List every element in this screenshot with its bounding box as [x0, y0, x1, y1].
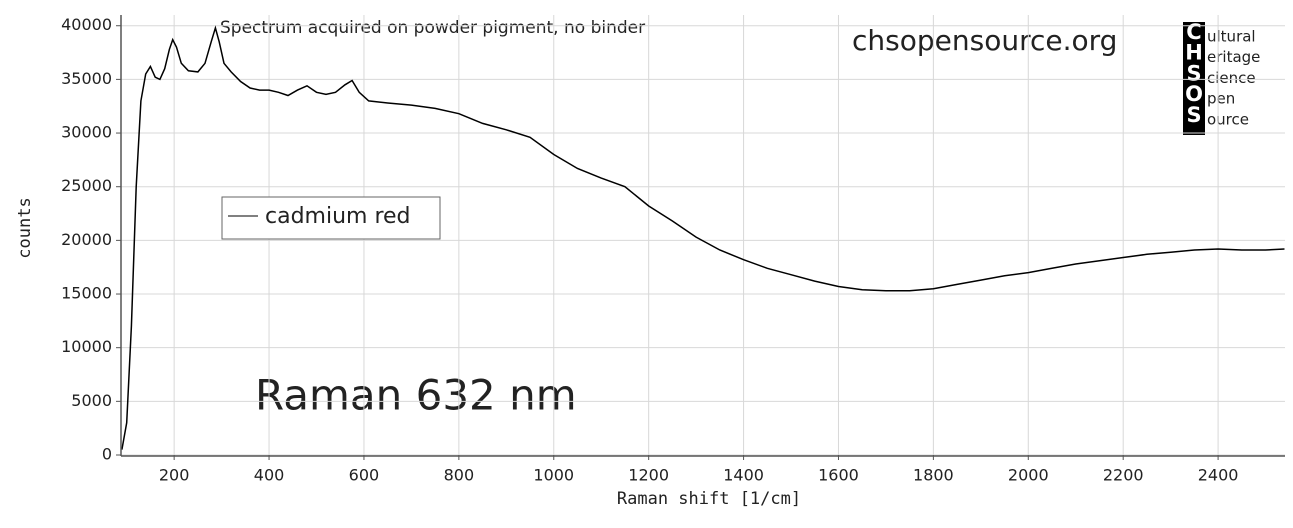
y-tick-label: 40000: [61, 15, 112, 34]
logo-letter: H: [1185, 41, 1203, 65]
logo-word: ource: [1207, 110, 1249, 128]
logo-word: pen: [1207, 90, 1235, 108]
y-tick-label: 20000: [61, 230, 112, 249]
legend-label: cadmium red: [265, 204, 411, 229]
x-tick-label: 2000: [1008, 466, 1049, 485]
x-axis-label: Raman shift [1/cm]: [617, 489, 801, 509]
x-tick-label: 400: [254, 466, 285, 485]
y-tick-label: 0: [102, 445, 112, 464]
logo-letter: S: [1186, 103, 1201, 127]
x-tick-label: 1400: [723, 466, 764, 485]
annotation: Spectrum acquired on powder pigment, no …: [220, 18, 645, 38]
x-tick-label: 1200: [628, 466, 669, 485]
x-tick-label: 800: [444, 466, 475, 485]
y-tick-label: 25000: [61, 176, 112, 195]
x-tick-label: 1600: [818, 466, 859, 485]
y-tick-label: 15000: [61, 284, 112, 303]
y-tick-label: 5000: [71, 391, 112, 410]
spectrum-line: [121, 25, 1285, 450]
x-tick-label: 2400: [1198, 466, 1239, 485]
x-tick-label: 200: [159, 466, 190, 485]
x-tick-label: 1800: [913, 466, 954, 485]
series: [121, 25, 1285, 450]
x-tick-label: 600: [349, 466, 380, 485]
logo-letter: O: [1185, 82, 1203, 106]
website: chsopensource.org: [852, 24, 1117, 57]
y-tick-label: 10000: [61, 337, 112, 356]
x-tick-label: 1000: [533, 466, 574, 485]
y-tick-label: 35000: [61, 69, 112, 88]
logo-word: ultural: [1207, 28, 1256, 46]
x-tick-label: 2200: [1103, 466, 1144, 485]
logo-word: cience: [1207, 69, 1256, 87]
y-axis-label: counts: [15, 197, 35, 258]
legend-box: [221, 196, 441, 240]
logo-bar: [1183, 22, 1205, 135]
method-label: Raman 632 nm: [255, 371, 577, 420]
grid: [116, 15, 1285, 460]
y-tick-label: 30000: [61, 123, 112, 142]
legend: cadmium red: [221, 196, 441, 240]
logo-word: eritage: [1207, 48, 1260, 66]
